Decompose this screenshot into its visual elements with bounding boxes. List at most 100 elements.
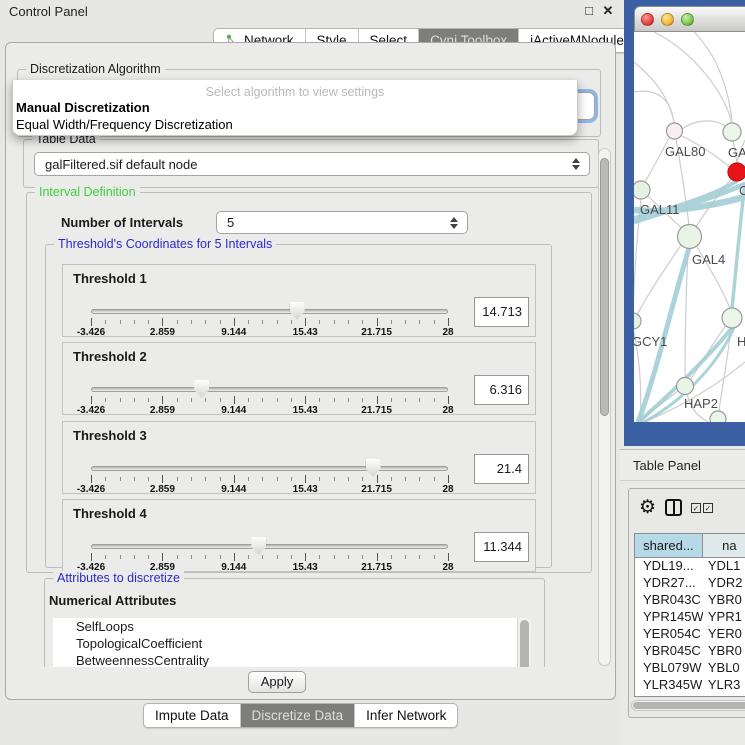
threshold-value-field[interactable]: 11.344 [474, 532, 529, 562]
thresholds-group: Threshold's Coordinates for 5 Intervals … [45, 237, 552, 573]
network-canvas[interactable]: GAL80 GA GAL11 GAL4 GCY1 H HAP2 C [634, 32, 745, 422]
network-node[interactable] [709, 410, 727, 422]
table-row[interactable]: YDL19... YDL1 [635, 558, 745, 575]
threshold-panel: Threshold 2 -3.426 2.859 9.144 15.43 21.715 2… [62, 342, 536, 416]
network-node[interactable] [676, 223, 703, 250]
interval-definition-group: Interval Definition Number of Intervals … [26, 185, 592, 573]
control-panel: Control Panel □ ✕ Network Style Select C… [0, 0, 643, 728]
network-node[interactable] [675, 376, 695, 396]
column-header-name[interactable]: na [702, 534, 745, 557]
numerical-attributes-list[interactable]: SelfLoops TopologicalCoefficient Between… [53, 618, 531, 667]
table-row[interactable]: YBR045C YBR0 [635, 643, 745, 660]
column-header-shared-name[interactable]: shared... [635, 534, 703, 557]
zoom-traffic-light-icon[interactable] [681, 13, 694, 26]
table-row[interactable]: YER054C YER0 [635, 626, 745, 643]
checkbox-icon[interactable]: ✓ [691, 503, 701, 513]
table-row[interactable]: YPR145W YPR1 [635, 609, 745, 626]
slider-thumb[interactable] [289, 302, 305, 320]
threshold-value-field[interactable]: 14.713 [474, 297, 529, 327]
node-label: HAP2 [684, 396, 718, 411]
list-item[interactable]: BetweennessCentrality [76, 653, 209, 667]
group-title: Attributes to discretize [53, 571, 184, 585]
checkbox-icon[interactable]: ✓ [703, 503, 713, 513]
network-node-selected[interactable] [727, 162, 745, 182]
threshold-slider[interactable]: -3.426 2.859 9.144 15.43 21.715 28 [77, 301, 454, 338]
close-traffic-light-icon[interactable] [641, 13, 654, 26]
gear-icon[interactable]: ⚙ [639, 497, 657, 518]
popup-hint: Select algorithm to view settings [205, 85, 385, 99]
threshold-panel: Threshold 3 -3.426 2.859 9.144 15.43 21.715 2… [62, 421, 536, 495]
network-nodes[interactable] [634, 122, 745, 422]
network-node[interactable] [721, 307, 743, 329]
control-panel-titlebar: Control Panel □ ✕ [0, 0, 620, 22]
node-label: GAL80 [665, 144, 705, 159]
table-row[interactable]: YDR27... YDR2 [635, 575, 745, 592]
table-row[interactable]: YBR043C YBR0 [635, 592, 745, 609]
threshold-slider[interactable]: -3.426 2.859 9.144 15.43 21.715 28 [76, 458, 454, 495]
table-panel-title: Table Panel [633, 458, 701, 473]
slider-thumb[interactable] [194, 380, 210, 398]
table-row[interactable]: YLR345W YLR3 [635, 677, 745, 694]
combo-stepper-icon [448, 212, 460, 233]
scrollbar-thumb[interactable] [633, 702, 745, 709]
slider-tick-labels: -3.426 2.859 9.144 15.43 21.715 28 [76, 405, 454, 416]
node-label: GCY1 [634, 334, 667, 349]
settings-vertical-scrollbar[interactable] [598, 148, 611, 666]
minimize-traffic-light-icon[interactable] [661, 13, 674, 26]
slider-thumb[interactable] [251, 537, 267, 555]
popup-item-manual-discretization[interactable]: Manual Discretization [16, 100, 150, 115]
slider-track[interactable] [91, 544, 448, 549]
threshold-label: Threshold 3 [73, 428, 147, 443]
table-header: shared... na [635, 534, 745, 558]
list-item[interactable]: TopologicalCoefficient [76, 636, 203, 651]
table-horizontal-scrollbar[interactable] [631, 700, 745, 711]
close-icon[interactable]: ✕ [602, 3, 614, 18]
combo-value: galFiltered.sif default node [45, 156, 198, 172]
number-of-intervals-combobox[interactable]: 5 [216, 211, 468, 234]
network-window[interactable]: GAL80 GA GAL11 GAL4 GCY1 H HAP2 C [624, 0, 745, 446]
list-scrollbar-thumb[interactable] [520, 620, 529, 667]
list-scrollbar[interactable] [517, 618, 531, 667]
table-toolbar: ⚙ ✓ ✓ [629, 489, 745, 529]
threshold-label: Threshold 1 [73, 271, 147, 286]
threshold-panel: Threshold 1 -3.426 2.859 9.144 15.43 21.715 2… [62, 264, 536, 338]
table-data-combobox[interactable]: galFiltered.sif default node [34, 152, 590, 176]
attributes-group: Attributes to discretize Numerical Attri… [44, 571, 545, 667]
threshold-value-field[interactable]: 21.4 [474, 454, 529, 484]
node-label: GAL4 [692, 252, 725, 267]
slider-ticks [91, 475, 449, 483]
column-layout-icon[interactable] [665, 499, 682, 516]
slider-track[interactable] [91, 309, 448, 314]
node-label: GA [728, 145, 745, 160]
popup-item-equal-width-frequency[interactable]: Equal Width/Frequency Discretization [16, 117, 233, 132]
network-node[interactable] [722, 122, 742, 142]
threshold-label: Threshold 2 [73, 349, 147, 364]
slider-track[interactable] [91, 387, 448, 392]
tab-impute-data[interactable]: Impute Data [144, 704, 241, 727]
list-item[interactable]: SelfLoops [76, 619, 134, 634]
slider-thumb[interactable] [365, 459, 381, 477]
tab-infer-network[interactable]: Infer Network [366, 708, 447, 723]
network-node[interactable] [634, 180, 651, 200]
bottom-tab-bar: Impute Data Discretize Data Infer Networ… [143, 703, 459, 728]
network-window-titlebar[interactable] [634, 6, 745, 32]
settings-scroll-area: Interval Definition Number of Intervals … [14, 145, 596, 667]
apply-button[interactable]: Apply [248, 671, 306, 693]
float-window-icon[interactable]: □ [585, 3, 593, 18]
slider-track[interactable] [91, 466, 448, 471]
slider-ticks [91, 318, 449, 326]
network-node[interactable] [665, 122, 684, 140]
threshold-slider[interactable]: -3.426 2.859 9.144 15.43 21.715 28 [76, 379, 454, 416]
table-panel-titlebar: Table Panel [620, 450, 745, 481]
scrollbar-thumb[interactable] [600, 158, 609, 416]
group-title: Threshold's Coordinates for 5 Intervals [54, 237, 277, 251]
table-row[interactable]: YIL052CYIL0 [635, 694, 745, 696]
tab-discretize-data[interactable]: Discretize Data [240, 704, 356, 727]
table-panel: ⚙ ✓ ✓ shared... na YDL19... YDL1 YDR27...… [628, 488, 745, 718]
slider-tick-labels: -3.426 2.859 9.144 15.43 21.715 28 [76, 484, 454, 495]
node-label: C [739, 183, 745, 198]
threshold-slider[interactable]: -3.426 2.859 9.144 15.43 21.715 28 [77, 536, 454, 573]
threshold-value-field[interactable]: 6.316 [474, 375, 529, 405]
network-node[interactable] [634, 312, 642, 330]
table-row[interactable]: YBL079W YBL0 [635, 660, 745, 677]
